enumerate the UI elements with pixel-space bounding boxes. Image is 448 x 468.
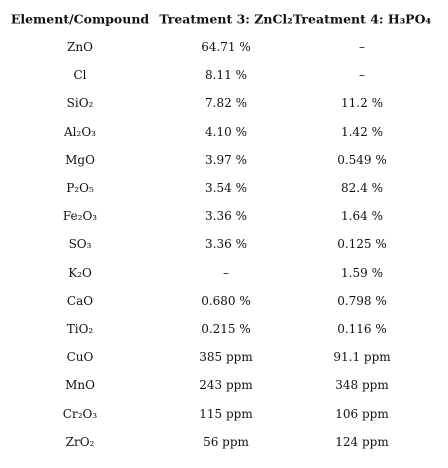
compound-name: K₂O [68,265,92,280]
measurement: 82.4 % [341,181,383,195]
measurement: 348 ppm [335,378,389,393]
measurement: 0.215 % [201,322,251,336]
compound-name: ZnO [67,40,93,54]
measurement: – [223,265,229,280]
compound-name: TiO₂ [66,322,94,336]
measurement: 0.125 % [337,237,387,252]
compound-name: ZrO₂ [65,434,95,449]
column-header: Element/Compound [10,11,150,27]
measurement: 0.549 % [337,152,387,167]
compound-name: Cr₂O₃ [62,406,98,421]
measurement: 243 ppm [199,378,253,393]
measurement: 1.64 % [341,209,383,224]
measurement: – [359,68,365,83]
measurement: 0.798 % [337,293,387,308]
measurement: 385 ppm [199,350,253,365]
measurement: 4.10 % [205,124,247,139]
measurement: 1.42 % [341,124,383,139]
column-header: Treatment 3: ZnCl₂ [159,11,293,27]
measurement: 11.2 % [341,96,383,111]
measurement: – [359,40,365,54]
measurement: 3.97 % [205,152,247,167]
measurement: 124 ppm [335,434,389,449]
measurement: 106 ppm [335,406,389,421]
measurement: 91.1 ppm [333,350,391,365]
measurement: 7.82 % [205,96,247,111]
column-header: Treatment 4: H₃PO₄ [293,11,431,27]
measurement: 64.71 % [201,40,251,54]
compound-name: MgO [65,152,95,167]
compound-name: Fe₂O₃ [62,209,98,224]
measurement: 0.680 % [201,293,251,308]
measurement: 3.36 % [205,237,247,252]
measurement: 56 ppm [203,434,249,449]
compound-name: Cl [73,68,87,83]
measurement: 3.54 % [205,181,247,195]
measurement: 8.11 % [205,68,247,83]
measurement: 3.36 % [205,209,247,224]
compound-name: CaO [66,293,94,308]
measurement: 1.59 % [341,265,383,280]
compound-name: MnO [65,378,95,393]
measurement: 0.116 % [337,322,387,336]
compound-name: CuO [66,350,94,365]
compound-name: Al₂O₃ [64,124,96,139]
compound-name: SiO₂ [66,96,94,111]
compound-name: SO₃ [68,237,92,252]
compound-name: P₂O₅ [66,181,94,195]
measurement: 115 ppm [199,406,253,421]
